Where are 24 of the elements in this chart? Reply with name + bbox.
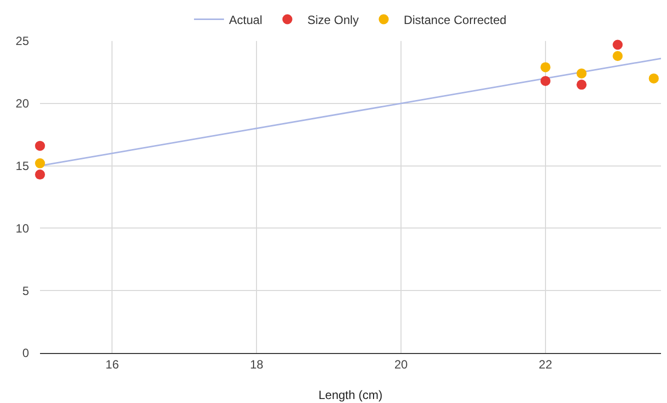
x-tick-label: 22: [538, 357, 552, 372]
legend-label: Size Only: [307, 12, 359, 27]
y-tick-label: 5: [22, 284, 30, 298]
point: [612, 50, 623, 61]
point: [540, 62, 550, 72]
y-tick-label: 15: [16, 159, 30, 173]
point: [540, 76, 550, 86]
x-axis-title: Length (cm): [318, 388, 383, 402]
point: [648, 73, 659, 84]
point: [35, 140, 45, 151]
legend-label: Actual: [229, 12, 262, 27]
x-tick-label: 16: [106, 357, 120, 372]
point: [576, 80, 587, 90]
point: [576, 68, 587, 78]
point: [612, 40, 623, 50]
legend-label: Distance Corrected: [404, 12, 506, 27]
y-tick-label: 20: [16, 96, 30, 111]
y-tick-label: 0: [22, 346, 30, 360]
y-tick-label: 10: [16, 221, 30, 236]
x-tick-label: 18: [250, 357, 264, 372]
y-tick-label: 25: [16, 34, 30, 48]
point: [35, 158, 45, 168]
x-tick-label: 20: [394, 357, 408, 372]
point: [35, 170, 45, 180]
